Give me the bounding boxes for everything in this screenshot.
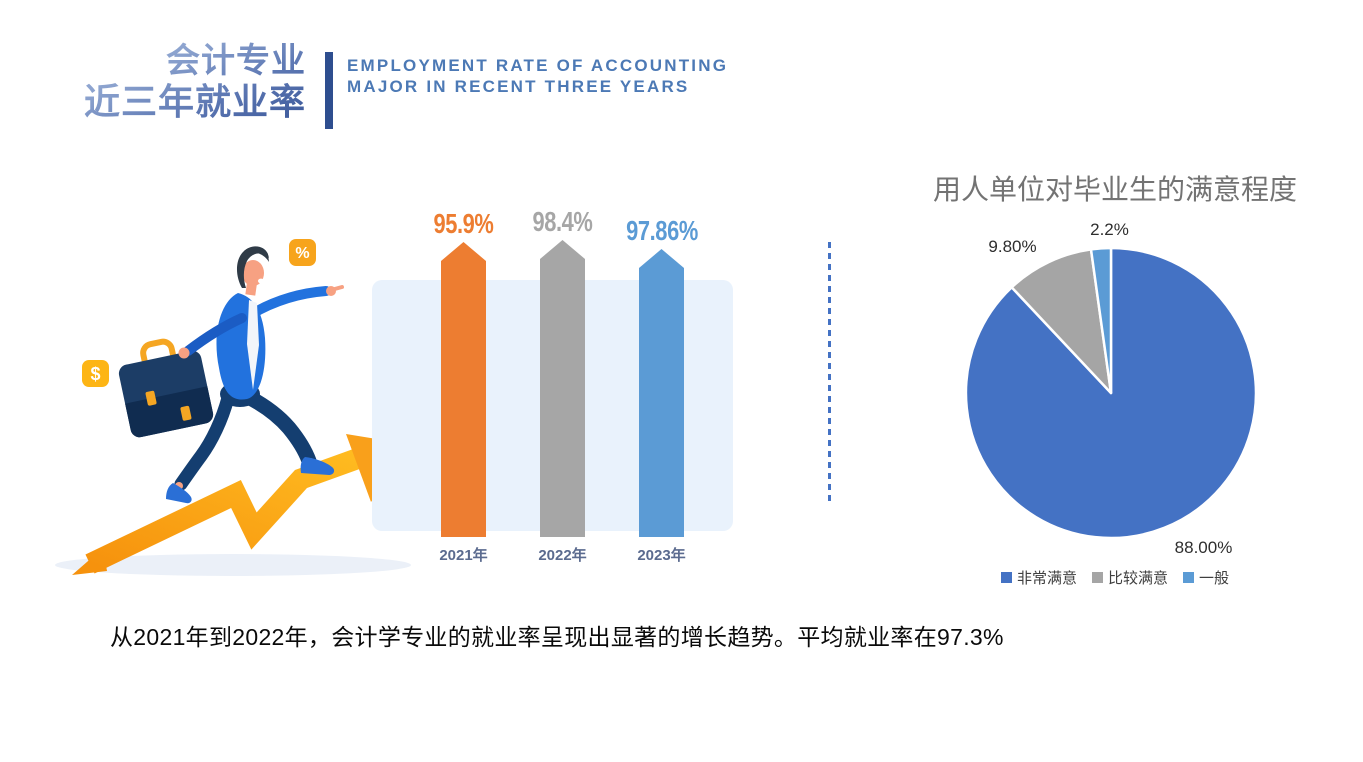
bar-category-label: 2023年 (637, 547, 686, 564)
pie-slice-2 (1089, 246, 1113, 395)
page-title-line1: 会计专业 (166, 42, 306, 80)
section-divider-dashed (828, 242, 831, 502)
bar-category-label: 2022年 (538, 547, 587, 564)
pie-chart-title: 用人单位对毕业生的满意程度 (932, 174, 1297, 205)
pie-data-label-fairly-satisfied: 9.80% (988, 237, 1037, 256)
bar-value-label: 98.4% (532, 206, 593, 237)
page-title: 会计专业 近三年就业率 (38, 42, 306, 123)
pie-data-label-very-satisfied: 88.00% (1174, 538, 1233, 557)
legend-item-fairly-satisfied: 比较满意 (1091, 567, 1168, 588)
dollar-badge-icon: $ (82, 360, 109, 387)
bar-group-2023: 97.86% 2023年 (617, 215, 707, 564)
legend-label: 比较满意 (1107, 570, 1168, 587)
legend-item-very-satisfied: 非常满意 (1000, 567, 1077, 588)
summary-text: 从2021年到2022年，会计学专业的就业率呈现出显著的增长趋势。平均就业率在9… (110, 624, 1004, 650)
bar-group-2021: 95.9% 2021年 (419, 208, 509, 564)
pie-data-label-average: 2.2% (1090, 220, 1129, 239)
dollar-symbol: $ (90, 364, 100, 384)
legend-label: 非常满意 (1016, 570, 1077, 587)
pie-legend: 非常满意 比较满意 一般 (930, 567, 1300, 588)
page-subtitle: EMPLOYMENT RATE OF ACCOUNTING MAJOR IN R… (347, 55, 728, 97)
ground-shadow (55, 554, 411, 576)
legend-swatch-icon (1183, 572, 1194, 583)
bar-2022 (540, 240, 585, 537)
page-subtitle-line1: EMPLOYMENT RATE OF ACCOUNTING (347, 56, 729, 75)
pie-slice-0 (964, 246, 1258, 540)
bar-value-label: 95.9% (433, 208, 494, 239)
page-subtitle-line2: MAJOR IN RECENT THREE YEARS (347, 77, 690, 96)
percent-badge-icon: % (289, 239, 316, 266)
briefcase-icon (118, 338, 214, 438)
bar-value-label: 97.86% (625, 215, 698, 246)
title-divider-bar (325, 52, 333, 129)
pie-slice-1 (1010, 248, 1113, 395)
bar-category-label: 2021年 (439, 547, 488, 564)
legend-item-average: 一般 (1183, 567, 1229, 588)
legend-swatch-icon (1000, 572, 1012, 583)
businessman (118, 246, 344, 504)
percent-symbol: % (295, 245, 309, 262)
growth-arrow-icon (72, 434, 413, 575)
bar-2023 (639, 249, 684, 537)
page-title-line2: 近三年就业率 (83, 81, 306, 123)
legend-label: 一般 (1199, 570, 1230, 587)
bar-group-2022: 98.4% 2022年 (518, 206, 608, 564)
bar-2021 (441, 242, 486, 537)
legend-swatch-icon (1091, 572, 1103, 583)
